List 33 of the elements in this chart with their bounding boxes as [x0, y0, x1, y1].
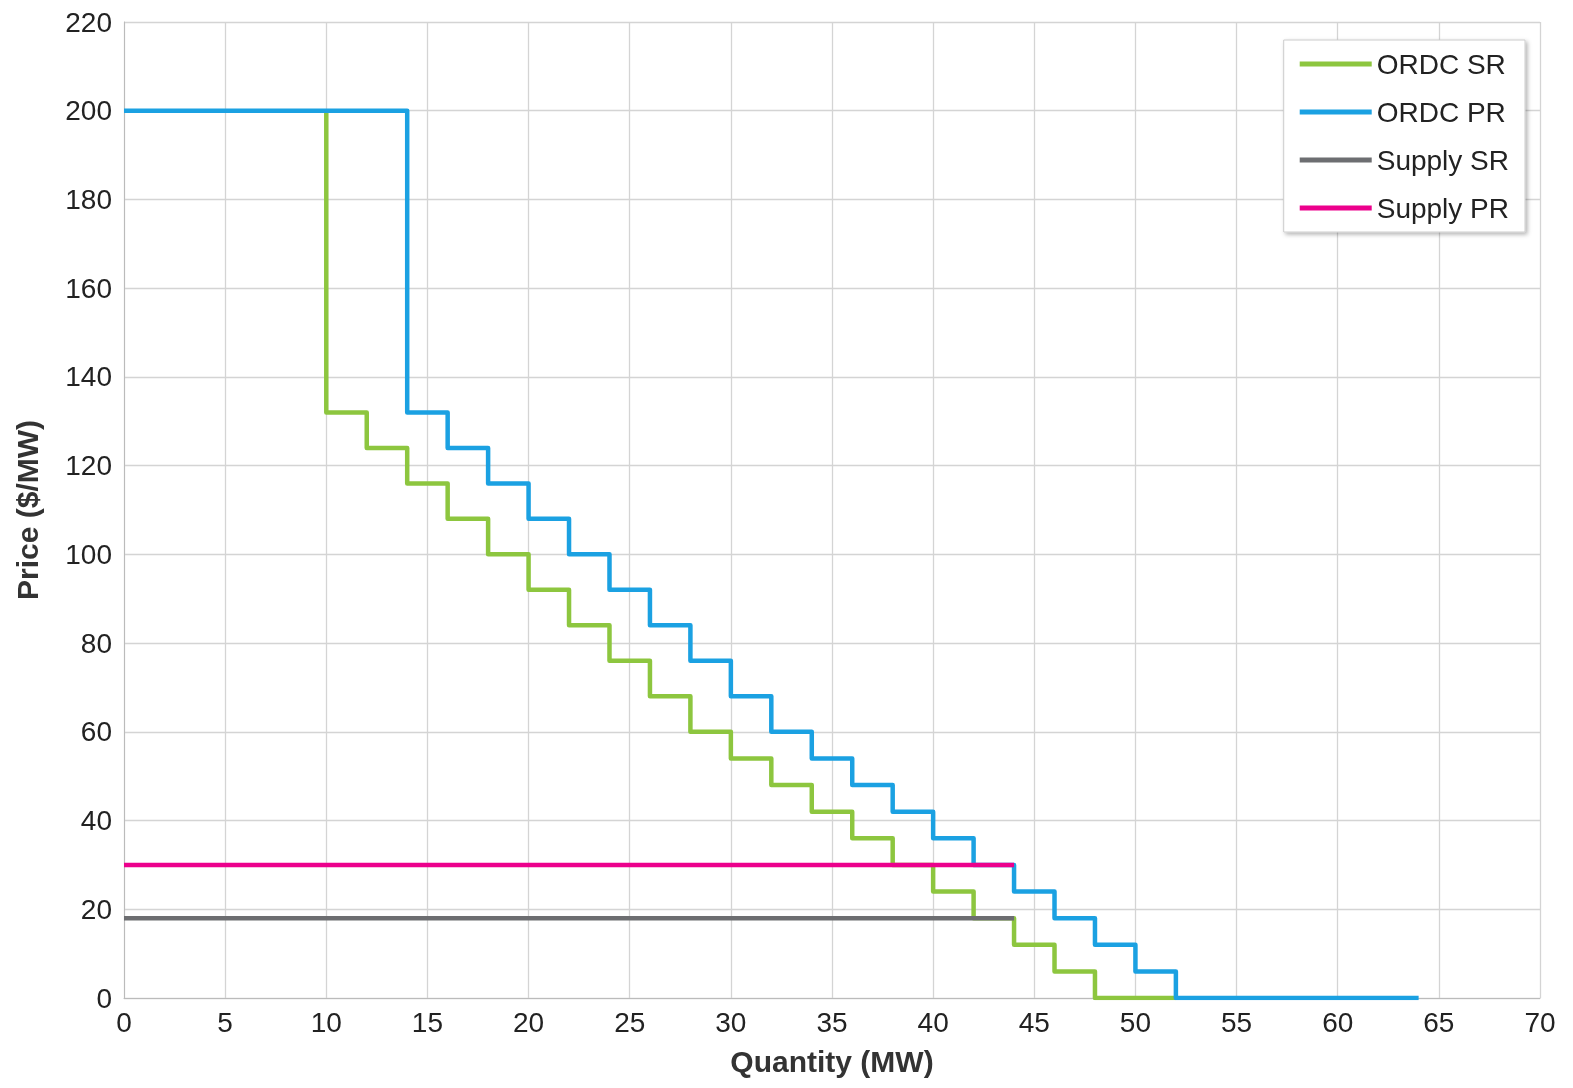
y-tick-label: 80 — [80, 627, 112, 659]
y-tick-label: 120 — [65, 450, 112, 482]
legend-label: Supply SR — [1376, 144, 1510, 176]
x-tick-label: 45 — [1018, 1006, 1050, 1038]
y-tick-label: 160 — [65, 272, 112, 304]
y-tick-label: 60 — [80, 716, 112, 748]
x-tick-label: 10 — [310, 1006, 342, 1038]
y-tick-label: 180 — [65, 183, 112, 215]
legend-label: ORDC SR — [1376, 48, 1506, 80]
x-tick-label: 20 — [512, 1006, 545, 1038]
y-tick-label: 20 — [80, 893, 112, 925]
x-tick-label: 15 — [411, 1006, 444, 1038]
x-tick-label: 60 — [1322, 1006, 1354, 1038]
legend-label: Supply PR — [1376, 192, 1510, 224]
y-tick-label: 40 — [80, 805, 112, 837]
y-tick-label: 0 — [96, 982, 112, 1014]
x-tick-label: 55 — [1220, 1006, 1253, 1038]
x-tick-label: 30 — [715, 1006, 747, 1038]
y-tick-label: 140 — [65, 361, 112, 393]
x-tick-label: 70 — [1524, 1006, 1556, 1038]
y-tick-label: 220 — [65, 6, 112, 38]
x-tick-label: 40 — [917, 1006, 949, 1038]
x-tick-label: 0 — [116, 1006, 132, 1038]
y-tick-label: 200 — [65, 95, 112, 127]
x-tick-label: 25 — [614, 1006, 646, 1038]
x-tick-label: 5 — [217, 1006, 233, 1038]
x-tick-label: 65 — [1423, 1006, 1455, 1038]
y-tick-label: 100 — [65, 538, 112, 570]
x-tick-label: 50 — [1119, 1006, 1152, 1038]
y-axis-title: Price ($/MW) — [10, 419, 44, 601]
x-tick-label: 35 — [816, 1006, 848, 1038]
x-axis-title: Quantity (MW) — [730, 1044, 934, 1078]
legend-label: ORDC PR — [1376, 96, 1506, 128]
